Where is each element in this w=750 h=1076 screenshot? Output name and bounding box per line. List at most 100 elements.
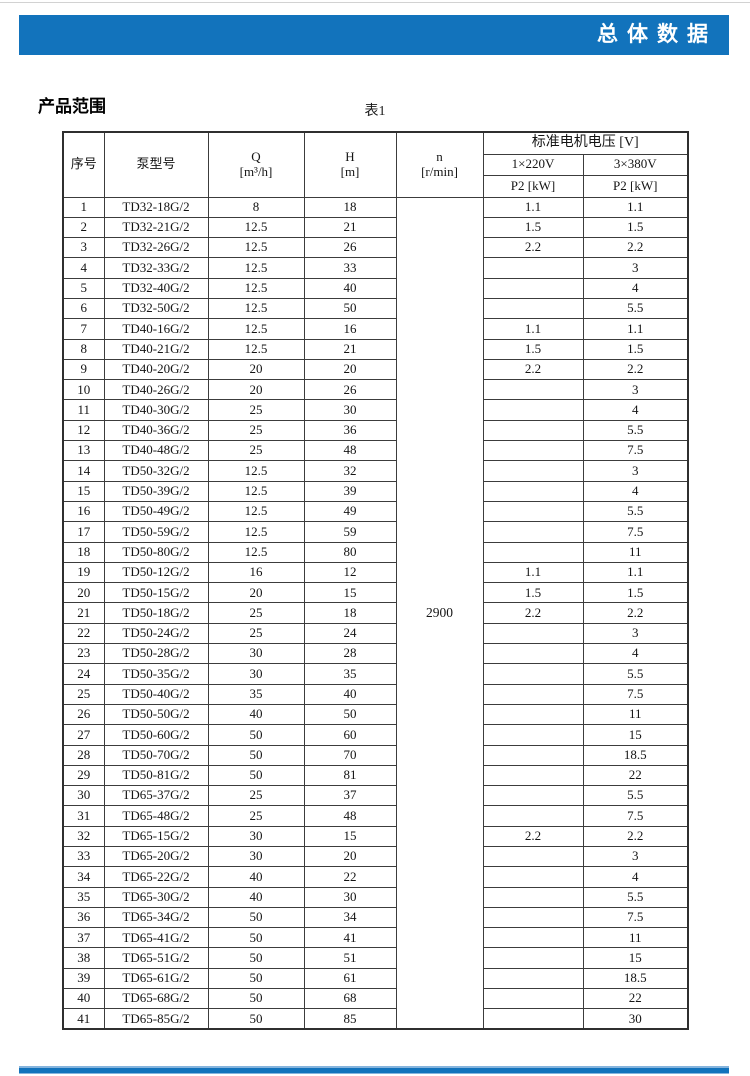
cell-flow: 20	[207, 379, 305, 401]
cell-flow: 30	[207, 845, 305, 868]
cell-p2-220v	[482, 967, 584, 990]
cell-p2-380v: 5.5	[582, 785, 689, 807]
cell-p2-220v: 1.1	[482, 561, 584, 584]
cell-index: 6	[62, 297, 105, 320]
table-row: 19 TD50-12G/2 16 12 1.1 1.1	[62, 561, 689, 584]
cell-head: 41	[303, 927, 397, 949]
page-header-title: 总体数据	[597, 23, 717, 46]
cell-p2-380v: 22	[582, 764, 689, 787]
cell-model: TD65-51G/2	[103, 947, 209, 969]
cell-p2-380v: 3	[582, 845, 689, 868]
cell-model: TD50-60G/2	[103, 724, 209, 746]
cell-p2-220v	[482, 1008, 584, 1030]
pump-spec-table: 序号 泵型号 Q [m³/h] H [m] n [r/min] 标准电机电压 […	[62, 131, 689, 1031]
cell-flow: 25	[207, 785, 305, 807]
cell-index: 18	[62, 541, 105, 563]
cell-index: 26	[62, 703, 105, 726]
cell-index: 13	[62, 440, 105, 462]
cell-flow: 50	[207, 744, 305, 766]
cell-head: 49	[303, 500, 397, 523]
cell-p2-380v: 3	[582, 622, 689, 645]
cell-flow: 20	[207, 582, 305, 604]
cell-model: TD40-20G/2	[103, 358, 209, 381]
table-row: 22 TD50-24G/2 25 24 3	[62, 622, 689, 645]
cell-index: 10	[62, 379, 105, 401]
cell-flow: 35	[207, 683, 305, 705]
table-header: 序号 泵型号 Q [m³/h] H [m] n [r/min] 标准电机电压 […	[62, 131, 689, 198]
cell-head: 85	[303, 1008, 397, 1030]
cell-index: 41	[62, 1008, 105, 1030]
cell-index: 35	[62, 886, 105, 908]
table-row: 37 TD65-41G/2 50 41 11	[62, 927, 689, 949]
table-row: 12 TD40-36G/2 25 36 5.5	[62, 419, 689, 442]
cell-p2-380v: 1.5	[582, 338, 689, 360]
cell-flow: 8	[207, 196, 305, 218]
cell-index: 12	[62, 419, 105, 442]
cell-model: TD50-81G/2	[103, 764, 209, 787]
cell-index: 1	[62, 196, 105, 218]
cell-p2-220v: 1.5	[482, 582, 584, 604]
table-row: 25 TD50-40G/2 35 40 7.5	[62, 683, 689, 705]
table-row: 35 TD65-30G/2 40 30 5.5	[62, 886, 689, 908]
cell-index: 37	[62, 927, 105, 949]
cell-p2-380v: 7.5	[582, 683, 689, 705]
cell-p2-380v: 4	[582, 866, 689, 888]
col-header-380v: 3×380V	[582, 153, 689, 176]
table-row: 34 TD65-22G/2 40 22 4	[62, 866, 689, 888]
cell-flow: 12.5	[207, 216, 305, 239]
cell-head: 34	[303, 906, 397, 929]
cell-index: 2	[62, 216, 105, 239]
cell-index: 38	[62, 947, 105, 969]
cell-p2-220v: 2.2	[482, 602, 584, 624]
table-row: 11 TD40-30G/2 25 30 4	[62, 399, 689, 421]
col-header-flow: Q [m³/h]	[207, 131, 305, 198]
cell-p2-220v	[482, 399, 584, 421]
cell-model: TD32-33G/2	[103, 257, 209, 279]
cell-model: TD50-50G/2	[103, 703, 209, 726]
cell-model: TD65-22G/2	[103, 866, 209, 888]
table-row: 8 TD40-21G/2 12.5 21 1.5 1.5	[62, 338, 689, 360]
cell-model: TD50-12G/2	[103, 561, 209, 584]
table-row: 29 TD50-81G/2 50 81 22	[62, 764, 689, 787]
cell-head: 21	[303, 216, 397, 239]
cell-p2-220v	[482, 521, 584, 543]
cell-model: TD40-48G/2	[103, 440, 209, 462]
cell-head: 15	[303, 582, 397, 604]
cell-flow: 50	[207, 947, 305, 969]
cell-p2-380v: 4	[582, 480, 689, 502]
cell-head: 22	[303, 866, 397, 888]
cell-model: TD40-36G/2	[103, 419, 209, 442]
cell-p2-380v: 4	[582, 643, 689, 665]
table-row: 21 TD50-18G/2 25 18 2.2 2.2	[62, 602, 689, 624]
cell-head: 61	[303, 967, 397, 990]
table-row: 5 TD32-40G/2 12.5 40 4	[62, 277, 689, 299]
cell-head: 26	[303, 237, 397, 259]
cell-head: 40	[303, 277, 397, 299]
table-row: 20 TD50-15G/2 20 15 1.5 1.5	[62, 582, 689, 604]
table-row: 7 TD40-16G/2 12.5 16 1.1 1.1	[62, 318, 689, 340]
cell-index: 27	[62, 724, 105, 746]
cell-model: TD50-49G/2	[103, 500, 209, 523]
cell-model: TD50-32G/2	[103, 460, 209, 482]
cell-flow: 12.5	[207, 521, 305, 543]
cell-flow: 50	[207, 967, 305, 990]
cell-p2-380v: 5.5	[582, 500, 689, 523]
cell-p2-380v: 18.5	[582, 967, 689, 990]
cell-index: 4	[62, 257, 105, 279]
cell-p2-380v: 7.5	[582, 521, 689, 543]
cell-flow: 25	[207, 399, 305, 421]
cell-flow: 25	[207, 622, 305, 645]
cell-p2-380v: 4	[582, 399, 689, 421]
cell-index: 9	[62, 358, 105, 381]
cell-p2-220v: 2.2	[482, 358, 584, 381]
cell-p2-220v	[482, 744, 584, 766]
cell-model: TD32-21G/2	[103, 216, 209, 239]
cell-flow: 25	[207, 805, 305, 827]
cell-model: TD65-85G/2	[103, 1008, 209, 1030]
cell-model: TD50-18G/2	[103, 602, 209, 624]
table-row: 17 TD50-59G/2 12.5 59 7.5	[62, 521, 689, 543]
table-row: 32 TD65-15G/2 30 15 2.2 2.2	[62, 825, 689, 848]
cell-head: 48	[303, 440, 397, 462]
cell-p2-380v: 5.5	[582, 419, 689, 442]
cell-flow: 12.5	[207, 257, 305, 279]
